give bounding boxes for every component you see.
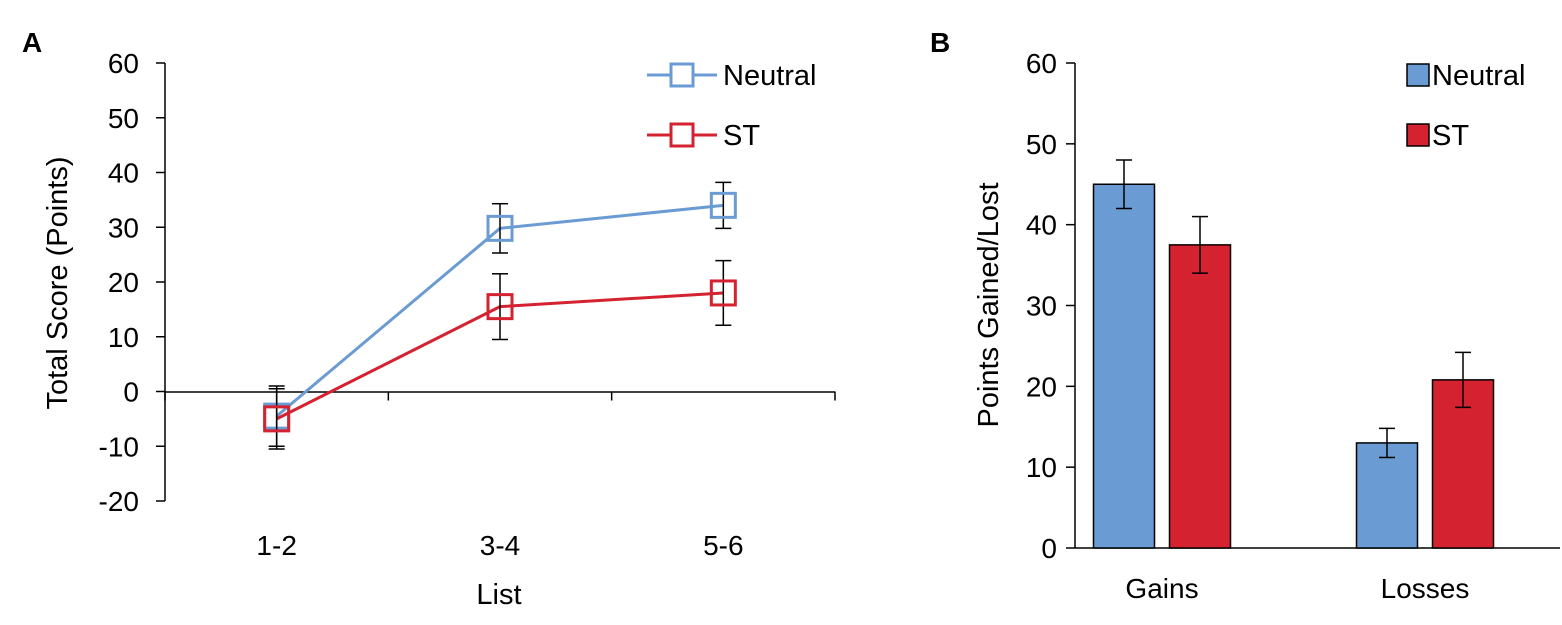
bar-neutral-losses xyxy=(1355,442,1419,549)
legend-label-neutral: Neutral xyxy=(1432,60,1526,92)
legend-label-st: ST xyxy=(723,120,760,152)
panel-a-y-tick-label: -20 xyxy=(99,486,139,517)
panel-b-y-tick-label: 40 xyxy=(1026,210,1057,241)
data-point-st xyxy=(486,293,514,321)
panel-b-y-tick-label: 60 xyxy=(1026,48,1057,79)
panel-b-y-tick-label: 0 xyxy=(1041,533,1057,564)
panel-a-y-tick-label: 30 xyxy=(108,212,139,243)
panel-b-y-tick-label: 30 xyxy=(1026,291,1057,322)
panel-a-y-tick-label: 10 xyxy=(108,322,139,353)
panel-b-x-tick-label: Losses xyxy=(1381,573,1470,604)
panel-b-y-tick-label: 10 xyxy=(1026,452,1057,483)
panel-a-x-tick-label: 1-2 xyxy=(256,530,296,561)
panel-a-x-tick-label: 3-4 xyxy=(480,530,520,561)
panel-a-y-tick-label: 40 xyxy=(108,158,139,189)
bar-st-gains xyxy=(1168,244,1232,549)
panel-b-y-axis-title: Points Gained/Lost xyxy=(973,182,1005,427)
panel-a-x-axis-title: List xyxy=(476,579,521,611)
panel-a-y-tick-label: 0 xyxy=(123,377,139,408)
legend-marker-st xyxy=(669,122,695,148)
legend-swatch-neutral xyxy=(1406,63,1430,87)
panel-a-y-tick-label: 60 xyxy=(108,48,139,79)
panel-a-x-tick-label: 5-6 xyxy=(703,530,743,561)
panel-a-letter: A xyxy=(22,27,42,58)
data-point-neutral xyxy=(486,214,514,242)
legend-label-st: ST xyxy=(1432,120,1469,152)
panel-b-letter: B xyxy=(930,27,950,58)
panel-a-y-tick-label: 20 xyxy=(108,267,139,298)
bar-neutral-gains xyxy=(1092,183,1156,549)
panel-a: A Total Score (Points) List -20 -10 0 10 20 3… xyxy=(22,27,836,611)
legend-label-neutral: Neutral xyxy=(723,60,817,92)
legend-marker-neutral xyxy=(669,62,695,88)
panel-b-x-tick-label: Gains xyxy=(1125,573,1198,604)
panel-a-y-axis-title: Total Score (Points) xyxy=(42,156,74,409)
panel-a-y-tick-label: -10 xyxy=(99,431,139,462)
data-point-st xyxy=(263,405,291,433)
panel-a-y-tick-label: 50 xyxy=(108,103,139,134)
data-point-neutral xyxy=(709,191,737,219)
panel-b-y-tick-label: 50 xyxy=(1026,129,1057,160)
panel-b: B Points Gained/Lost 0 10 20 30 40 50 60 Gains… xyxy=(930,27,1560,604)
legend-swatch-st xyxy=(1406,123,1430,147)
data-point-st xyxy=(709,279,737,307)
panel-b-y-tick-label: 20 xyxy=(1026,371,1057,402)
